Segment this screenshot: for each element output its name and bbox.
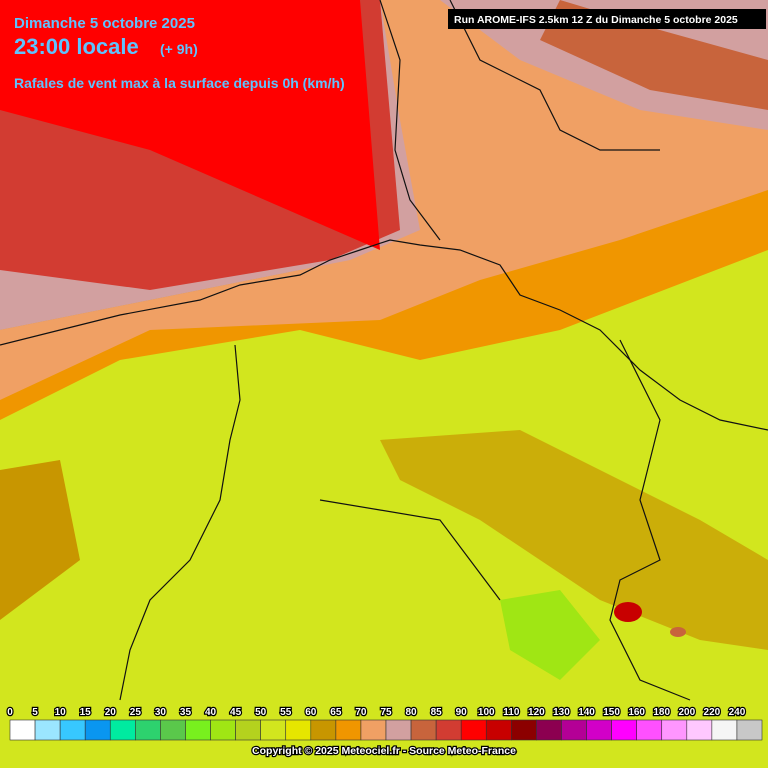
legend-label: 5 [32, 707, 38, 718]
legend-label: 55 [280, 707, 292, 718]
legend-swatch [260, 719, 287, 741]
legend-label: 110 [503, 707, 520, 718]
legend-swatch [9, 719, 36, 741]
run-box [448, 9, 766, 29]
copyright: Copyright © 2025 Meteociel.fr - Source M… [252, 745, 516, 757]
legend-swatch [460, 719, 487, 741]
legend-label: 90 [456, 707, 468, 718]
borders [0, 0, 768, 701]
legend-swatch [360, 719, 387, 741]
legend-label: 70 [355, 707, 367, 718]
legend-swatch [34, 719, 61, 741]
date: Dimanche 5 octobre 2025 [14, 15, 195, 32]
legend-label: 100 [478, 707, 495, 718]
legend-label: 240 [729, 707, 746, 718]
legend-label: 65 [330, 707, 342, 718]
legend-label: 30 [155, 707, 167, 718]
legend-label: 75 [380, 707, 392, 718]
legend-label: 20 [105, 707, 117, 718]
legend-swatch [385, 719, 412, 741]
legend-swatch [310, 719, 337, 741]
time: 23:00 locale [14, 34, 139, 59]
legend-swatch [586, 719, 612, 741]
legend-swatch [235, 719, 261, 741]
legend-swatch [410, 719, 437, 741]
legend-swatch [84, 719, 111, 741]
legend-swatch [109, 719, 136, 741]
legend-swatch [736, 719, 763, 741]
legend: 0 5 10 15 20 25 30 35 40 45 50 55 60 65 70 75 80 85 90 100 1… [6, 706, 763, 741]
legend-label: 60 [305, 707, 317, 718]
legend-swatch [511, 719, 537, 741]
legend-swatch [435, 719, 462, 741]
legend-label: 85 [431, 707, 443, 718]
offset: (+ 9h) [160, 41, 198, 57]
legend-label: 25 [130, 707, 142, 718]
legend-swatch [561, 719, 587, 741]
legend-swatch [536, 719, 562, 741]
legend-label: 50 [255, 707, 267, 718]
legend-label: 160 [628, 707, 645, 718]
legend-label: 45 [230, 707, 242, 718]
legend-swatch [335, 719, 362, 741]
legend-label: 220 [704, 707, 721, 718]
legend-swatch [135, 719, 161, 741]
legend-label: 150 [603, 707, 620, 718]
legend-swatch [686, 719, 713, 741]
legend-swatch [285, 719, 312, 741]
legend-label: 0 [7, 707, 13, 718]
legend-label: 35 [180, 707, 192, 718]
legend-swatch [210, 719, 236, 741]
legend-swatch [611, 719, 637, 741]
legend-swatch [636, 719, 663, 741]
legend-label: 10 [55, 707, 67, 718]
legend-label: 180 [653, 707, 670, 718]
legend-label: 200 [678, 707, 695, 718]
subtitle: Rafales de vent max à la surface depuis … [14, 75, 345, 91]
legend-swatch [661, 719, 688, 741]
legend-label: 15 [80, 707, 92, 718]
legend-swatch [711, 719, 738, 741]
legend-label: 40 [205, 707, 217, 718]
legend-swatch [485, 719, 512, 741]
run-info: Run AROME-IFS 2.5km 12 Z du Dimanche 5 o… [454, 14, 738, 26]
legend-swatch [160, 719, 186, 741]
legend-swatch [59, 719, 86, 741]
legend-label: 80 [406, 707, 418, 718]
legend-swatch [185, 719, 211, 741]
legend-label: 120 [528, 707, 545, 718]
legend-label: 130 [553, 707, 570, 718]
legend-label: 140 [578, 707, 595, 718]
